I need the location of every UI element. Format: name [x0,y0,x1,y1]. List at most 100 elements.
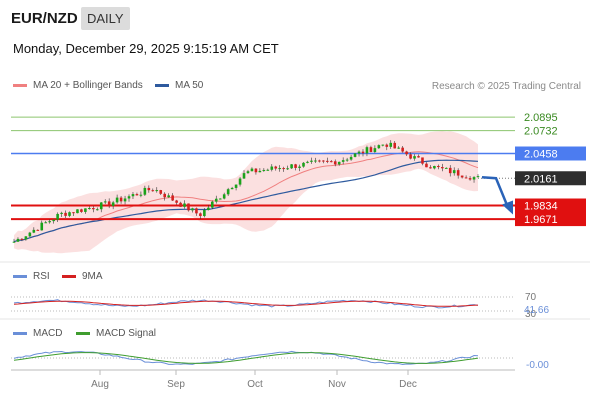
candle-body [203,209,206,217]
candle-body [448,167,452,174]
candle-body [437,165,440,168]
legend-rsi: RSI [13,271,50,282]
candle-body [417,156,420,158]
candle-body [270,166,274,170]
candle-body [60,212,63,214]
candle-body [95,209,99,211]
candle-body [187,203,190,211]
candle-body [159,190,163,194]
candle-body [127,196,131,199]
ma50-line [13,159,479,243]
candle-body [254,168,258,173]
candle-body [246,171,250,174]
candle-body [318,160,321,162]
candle-body [333,161,337,165]
candle-body [155,190,159,192]
candle-body [341,160,345,162]
candle-body [163,193,167,198]
candle-body [444,167,448,169]
candle-body [68,212,71,216]
candle-body [302,162,305,167]
candle-body [286,168,289,170]
pair-title: EUR/NZD [11,10,78,27]
candle-body [361,151,365,154]
candle-body [76,209,79,214]
macd-signal-swatch-icon [76,332,90,335]
candle-body [476,176,480,178]
candle-body [72,212,75,214]
pivot-label: 2.0458 [524,149,558,161]
ma20-swatch-icon [13,84,27,87]
candle-body [238,178,242,185]
candle-body [199,213,202,217]
candle-body [214,198,218,202]
candle-body [107,201,111,206]
candle-body [290,164,293,169]
candle-body [373,148,377,153]
x-axis-labels: Aug Sep Oct Nov Dec [91,370,417,390]
candle-body [349,156,353,160]
x-tick-label: Oct [247,379,263,390]
timeframe-badge[interactable]: DAILY [81,7,130,30]
candle-body [20,238,24,240]
candle-body [357,151,361,154]
candle-body [171,195,174,201]
candle-body [230,187,234,190]
ma50-swatch-icon [155,84,169,87]
x-tick-label: Sep [167,379,185,390]
candle-body [456,170,460,176]
candle-body [274,166,278,169]
candle-body [425,163,428,168]
candle-body [452,170,456,174]
candle-body [40,222,44,231]
candle-body [99,202,103,210]
forecast-arrow-head-icon [502,200,513,215]
candle-body [242,173,246,179]
candle-body [337,161,341,165]
candle-body [266,169,270,171]
candle-body [385,144,389,147]
candle-body [207,207,210,210]
candle-body [84,208,87,212]
candle-body [365,147,369,154]
forecast-arrow [481,176,513,215]
candle-body [28,232,32,237]
support-label-bg [515,212,586,227]
candle-body [409,154,412,159]
candle-body [298,166,301,168]
candle-body [397,147,400,149]
rsi-ma-swatch-icon [62,275,76,278]
candle-body [135,194,139,196]
candle-body [151,190,155,192]
candle-body [468,178,472,180]
candle-body [401,147,404,152]
x-tick-label: Nov [328,379,346,390]
support-label: 1.9671 [524,214,558,226]
support-label-bg [515,198,586,213]
candle-body [32,229,36,233]
candle-body [377,145,381,149]
candle-body [88,208,91,210]
legend-macd-signal-label: MACD Signal [96,328,157,339]
candle-body [353,153,357,157]
last-price-label-bg [515,171,586,186]
rsi-line [13,299,479,309]
candlesticks [12,140,480,243]
pivot-label-bg [515,146,586,161]
candle-body [405,151,408,155]
macd-signal-line [13,352,479,364]
legend-ma20: MA 20 + Bollinger Bands [13,80,143,91]
candle-body [464,177,468,179]
last-price-label: 2.0161 [524,173,558,185]
candle-body [345,159,349,161]
support-label: 1.9834 [524,201,558,213]
x-tick-label: Dec [399,379,417,390]
candle-body [421,157,424,164]
candle-body [115,197,119,203]
candle-body [119,197,123,202]
candle-body [278,168,282,170]
candle-body [64,212,67,216]
candle-body [329,161,333,163]
